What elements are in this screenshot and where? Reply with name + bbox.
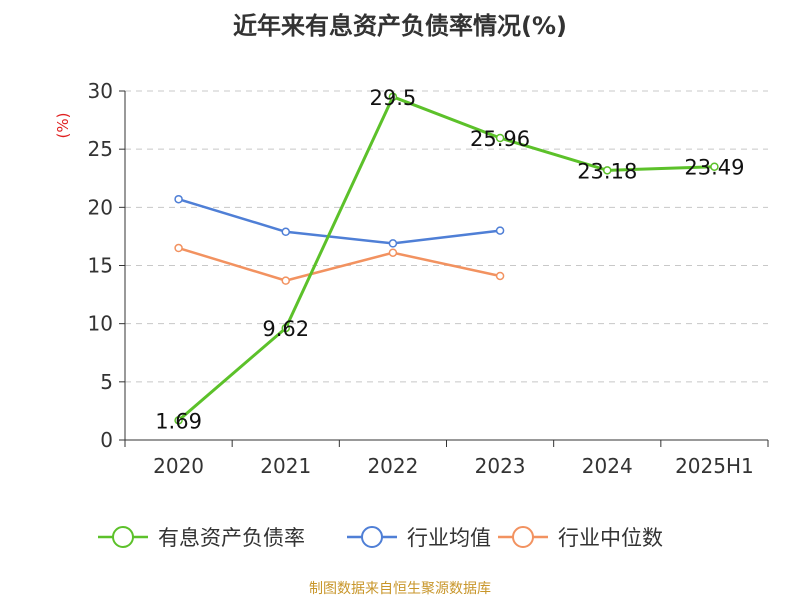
y-tick-label: 10	[88, 312, 113, 336]
data-point	[603, 166, 612, 175]
y-tick-label: 15	[88, 254, 113, 278]
data-label: 1.69	[155, 409, 202, 433]
y-tick-label: 0	[100, 428, 113, 452]
data-point	[174, 243, 183, 253]
series-line	[178, 246, 501, 282]
legend-label: 行业均值	[407, 526, 491, 550]
data-label: 9.62	[262, 317, 309, 341]
data-point	[495, 226, 505, 235]
data-point	[495, 133, 505, 143]
data-point	[174, 416, 183, 425]
x-tick-label: 2020	[153, 454, 204, 478]
data-point	[174, 194, 183, 204]
data-point	[388, 92, 398, 102]
y-tick-label: 25	[88, 137, 113, 161]
source-note: 制图数据来自恒生聚源数据库	[309, 581, 491, 597]
x-tick-label: 2025H1	[675, 454, 754, 478]
data-label-layer: 1.69 9.62 29.5 25.96 23.18 23.49	[155, 86, 744, 434]
series-layer	[174, 92, 719, 425]
data-point	[388, 239, 398, 248]
legend-marker	[512, 526, 534, 548]
legend: 有息资产负债率 行业均值 行业中位数	[98, 526, 663, 550]
y-tick-label: 20	[88, 195, 113, 219]
data-point	[388, 248, 398, 257]
data-label: 23.49	[684, 156, 744, 180]
data-label: 25.96	[470, 127, 530, 151]
x-tick-label: 2022	[367, 454, 418, 478]
axis-layer: 0 5 10 15 20 25 30 2020 2021 2022 2023 2024 2025H1 (%…	[54, 79, 769, 478]
legend-label: 行业中位数	[558, 526, 663, 550]
data-label: 29.5	[370, 86, 417, 110]
legend-marker	[361, 526, 383, 548]
y-axis-unit: (%)	[54, 113, 72, 139]
data-point	[281, 323, 290, 333]
data-point	[495, 271, 505, 281]
x-tick-label: 2023	[475, 454, 526, 478]
legend-marker	[112, 526, 134, 548]
y-tick-label: 30	[88, 79, 113, 103]
x-tick-label: 2024	[582, 454, 633, 478]
data-point	[281, 276, 290, 285]
chart-title: 近年来有息资产负债率情况(%)	[233, 12, 567, 40]
legend-label: 有息资产负债率	[158, 526, 305, 550]
data-point	[710, 162, 719, 171]
series-line	[178, 197, 501, 245]
data-point	[281, 227, 290, 237]
data-label: 23.18	[577, 159, 637, 183]
series-line	[177, 95, 715, 422]
y-tick-label: 5	[100, 370, 113, 394]
x-tick-label: 2021	[260, 454, 311, 478]
